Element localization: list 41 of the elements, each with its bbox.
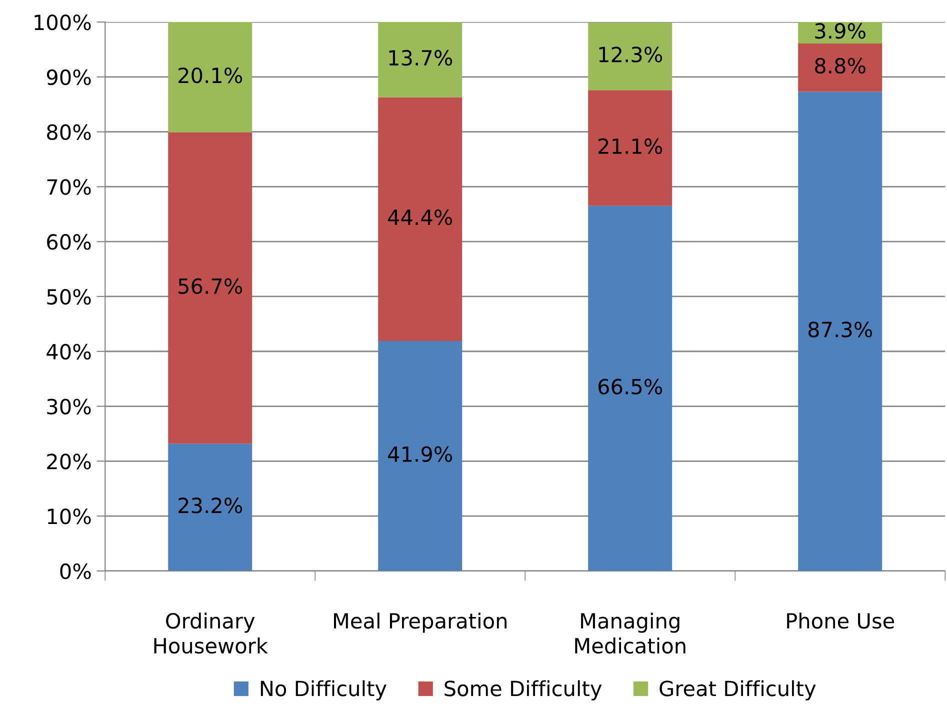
legend-label: Great Difficulty [660,680,816,700]
y-tick-label: 20% [47,454,91,470]
data-label: 66.5% [598,378,662,394]
data-label: 87.3% [808,322,872,338]
y-tick-label: 60% [47,234,91,250]
y-tick-label: 0% [60,563,91,580]
bar [168,444,252,571]
y-tick-label: 40% [46,344,91,360]
legend-label: No Difficulty [260,680,386,700]
x-tick-label: Ordinary Housework [154,612,268,654]
bar [588,90,672,206]
bar [588,206,672,571]
data-label: 3.9% [815,23,866,39]
bar [588,22,672,90]
x-tick-label: Meal Preparation [334,612,506,633]
data-label: 20.1% [178,67,242,84]
bar [168,132,252,444]
data-label: 12.3% [599,46,662,62]
data-label: 21.1% [598,138,662,154]
data-label: 8.8% [815,58,866,74]
data-label: 23.2% [178,498,242,514]
y-tick-label: 100% [34,14,91,30]
data-label: 13.7% [389,50,452,66]
bar [378,340,462,571]
bar [168,22,252,132]
bar [378,97,462,341]
y-tick-label: 90% [46,69,91,86]
bar [798,92,882,571]
bar [798,43,882,92]
y-tick-label: 50% [47,288,91,305]
data-label: 56.7% [178,278,242,294]
y-tick-label: 80% [47,124,91,140]
data-label: 41.9% [388,446,452,462]
y-tick-label: 30% [47,398,91,414]
legend-label: Some Difficulty [444,680,602,700]
x-tick-label: Managing Medication [575,612,686,654]
bar [378,22,462,98]
y-tick-label: 70% [47,179,91,195]
x-tick-label: Phone Use [787,612,894,629]
data-label: 44.4% [388,209,452,226]
y-tick-label: 10% [48,508,91,524]
